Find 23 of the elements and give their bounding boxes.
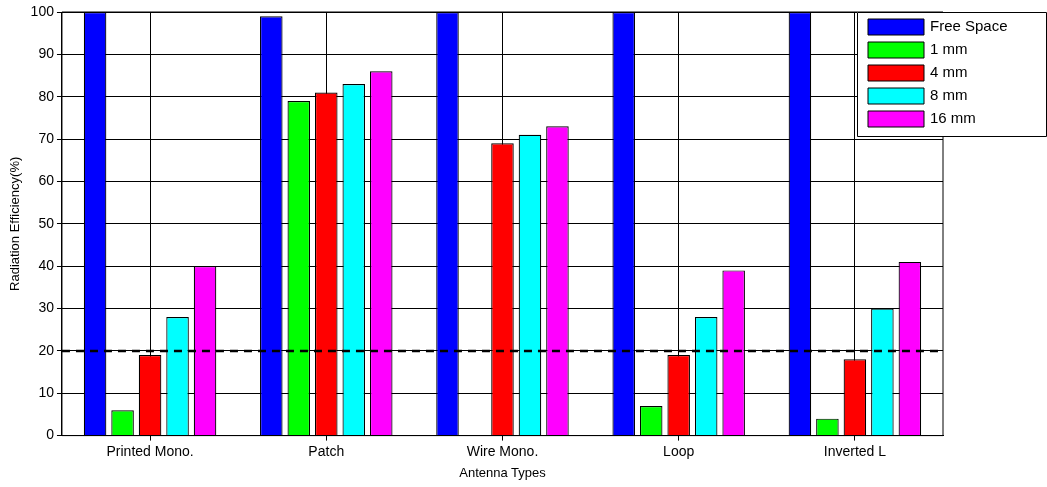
y-tick-label: 60 (38, 172, 55, 189)
y-tick-label: 90 (38, 45, 55, 62)
x-tick-label: Patch (308, 442, 345, 459)
legend-label: Free Space (930, 17, 1008, 35)
x-tick-label: Printed Mono. (106, 442, 194, 459)
y-axis-title: Radiation Efficiency(%) (7, 156, 23, 291)
x-tick-label: Inverted L (823, 442, 887, 459)
x-tick-label: Loop (663, 442, 695, 459)
x-tick-label: Wire Mono. (466, 442, 539, 459)
legend-label: 1 mm (930, 40, 968, 58)
x-axis-title: Antenna Types (459, 464, 547, 480)
y-tick-label: 10 (38, 384, 55, 401)
y-tick-label: 0 (46, 426, 55, 443)
y-tick-label: 80 (38, 87, 55, 104)
y-tick-label: 50 (38, 214, 55, 231)
y-tick-label: 40 (38, 257, 55, 274)
y-tick-label: 70 (38, 129, 55, 146)
y-tick-label: 100 (30, 2, 55, 19)
legend-label: 8 mm (930, 86, 968, 104)
y-tick-label: 30 (38, 299, 55, 316)
y-tick-label: 20 (38, 341, 55, 358)
legend-label: 4 mm (930, 63, 968, 81)
legend-label: 16 mm (930, 109, 976, 127)
